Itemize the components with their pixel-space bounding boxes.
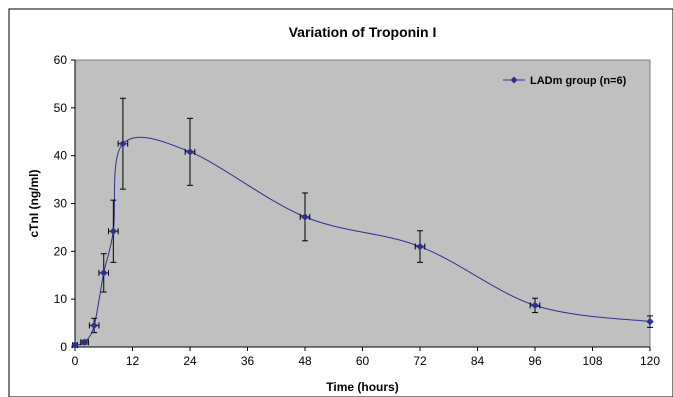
data-point	[414, 230, 426, 263]
data-point	[529, 297, 541, 314]
data-marker-diamond	[646, 317, 654, 326]
x-tick-label: 72	[413, 354, 427, 368]
y-axis-label: cTnI (ng/ml)	[27, 170, 41, 238]
chart-frame	[8, 8, 673, 397]
data-point	[646, 315, 654, 328]
data-point	[71, 341, 79, 349]
data-marker-diamond	[99, 269, 108, 277]
x-tick-label: 84	[471, 354, 485, 368]
y-tick-label: 60	[54, 53, 68, 67]
y-tick-label: 10	[54, 292, 68, 306]
x-axis-label: Time (hours)	[326, 380, 398, 394]
x-tick-label: 60	[356, 354, 370, 368]
legend-label: LADm group (n=6)	[530, 75, 627, 87]
x-tick-label: 24	[183, 354, 197, 368]
data-marker-diamond	[416, 242, 424, 251]
x-tick-label: 0	[72, 354, 79, 368]
data-marker-diamond	[531, 301, 539, 310]
data-marker-diamond	[119, 139, 127, 148]
data-point	[108, 199, 119, 263]
x-tick-label: 120	[640, 354, 660, 368]
y-tick-label: 20	[54, 244, 68, 258]
y-axis: 0 10 20 30 40 50 60	[54, 53, 76, 354]
x-tick-label: 96	[528, 354, 542, 368]
y-tick-label: 0	[60, 340, 67, 354]
y-tick-label: 40	[54, 149, 68, 163]
chart-title: Variation of Troponin I	[289, 24, 437, 40]
y-tick-label: 50	[54, 101, 68, 115]
data-point	[117, 97, 129, 190]
data-marker-diamond	[109, 227, 118, 236]
x-axis: 0 12 24 36 48 60 72 84 96 108 120	[72, 346, 660, 368]
legend-marker-diamond	[510, 76, 518, 84]
data-marker-diamond	[301, 213, 309, 221]
x-tick-label: 12	[126, 354, 140, 368]
data-point	[80, 338, 89, 347]
data-point	[184, 117, 196, 186]
x-tick-label: 36	[241, 354, 255, 368]
legend: LADm group (n=6)	[503, 75, 627, 87]
data-point	[98, 253, 110, 293]
data-point	[299, 192, 311, 242]
x-tick-label: 48	[298, 354, 312, 368]
data-point	[88, 317, 100, 334]
y-tick-label: 30	[54, 197, 68, 211]
data-marker-diamond	[90, 321, 99, 330]
data-marker-diamond	[186, 147, 194, 156]
series-layer	[71, 97, 654, 349]
x-tick-label: 108	[582, 354, 602, 368]
data-marker-diamond	[71, 341, 79, 349]
plot-area	[74, 59, 651, 348]
data-marker-diamond	[80, 338, 89, 347]
